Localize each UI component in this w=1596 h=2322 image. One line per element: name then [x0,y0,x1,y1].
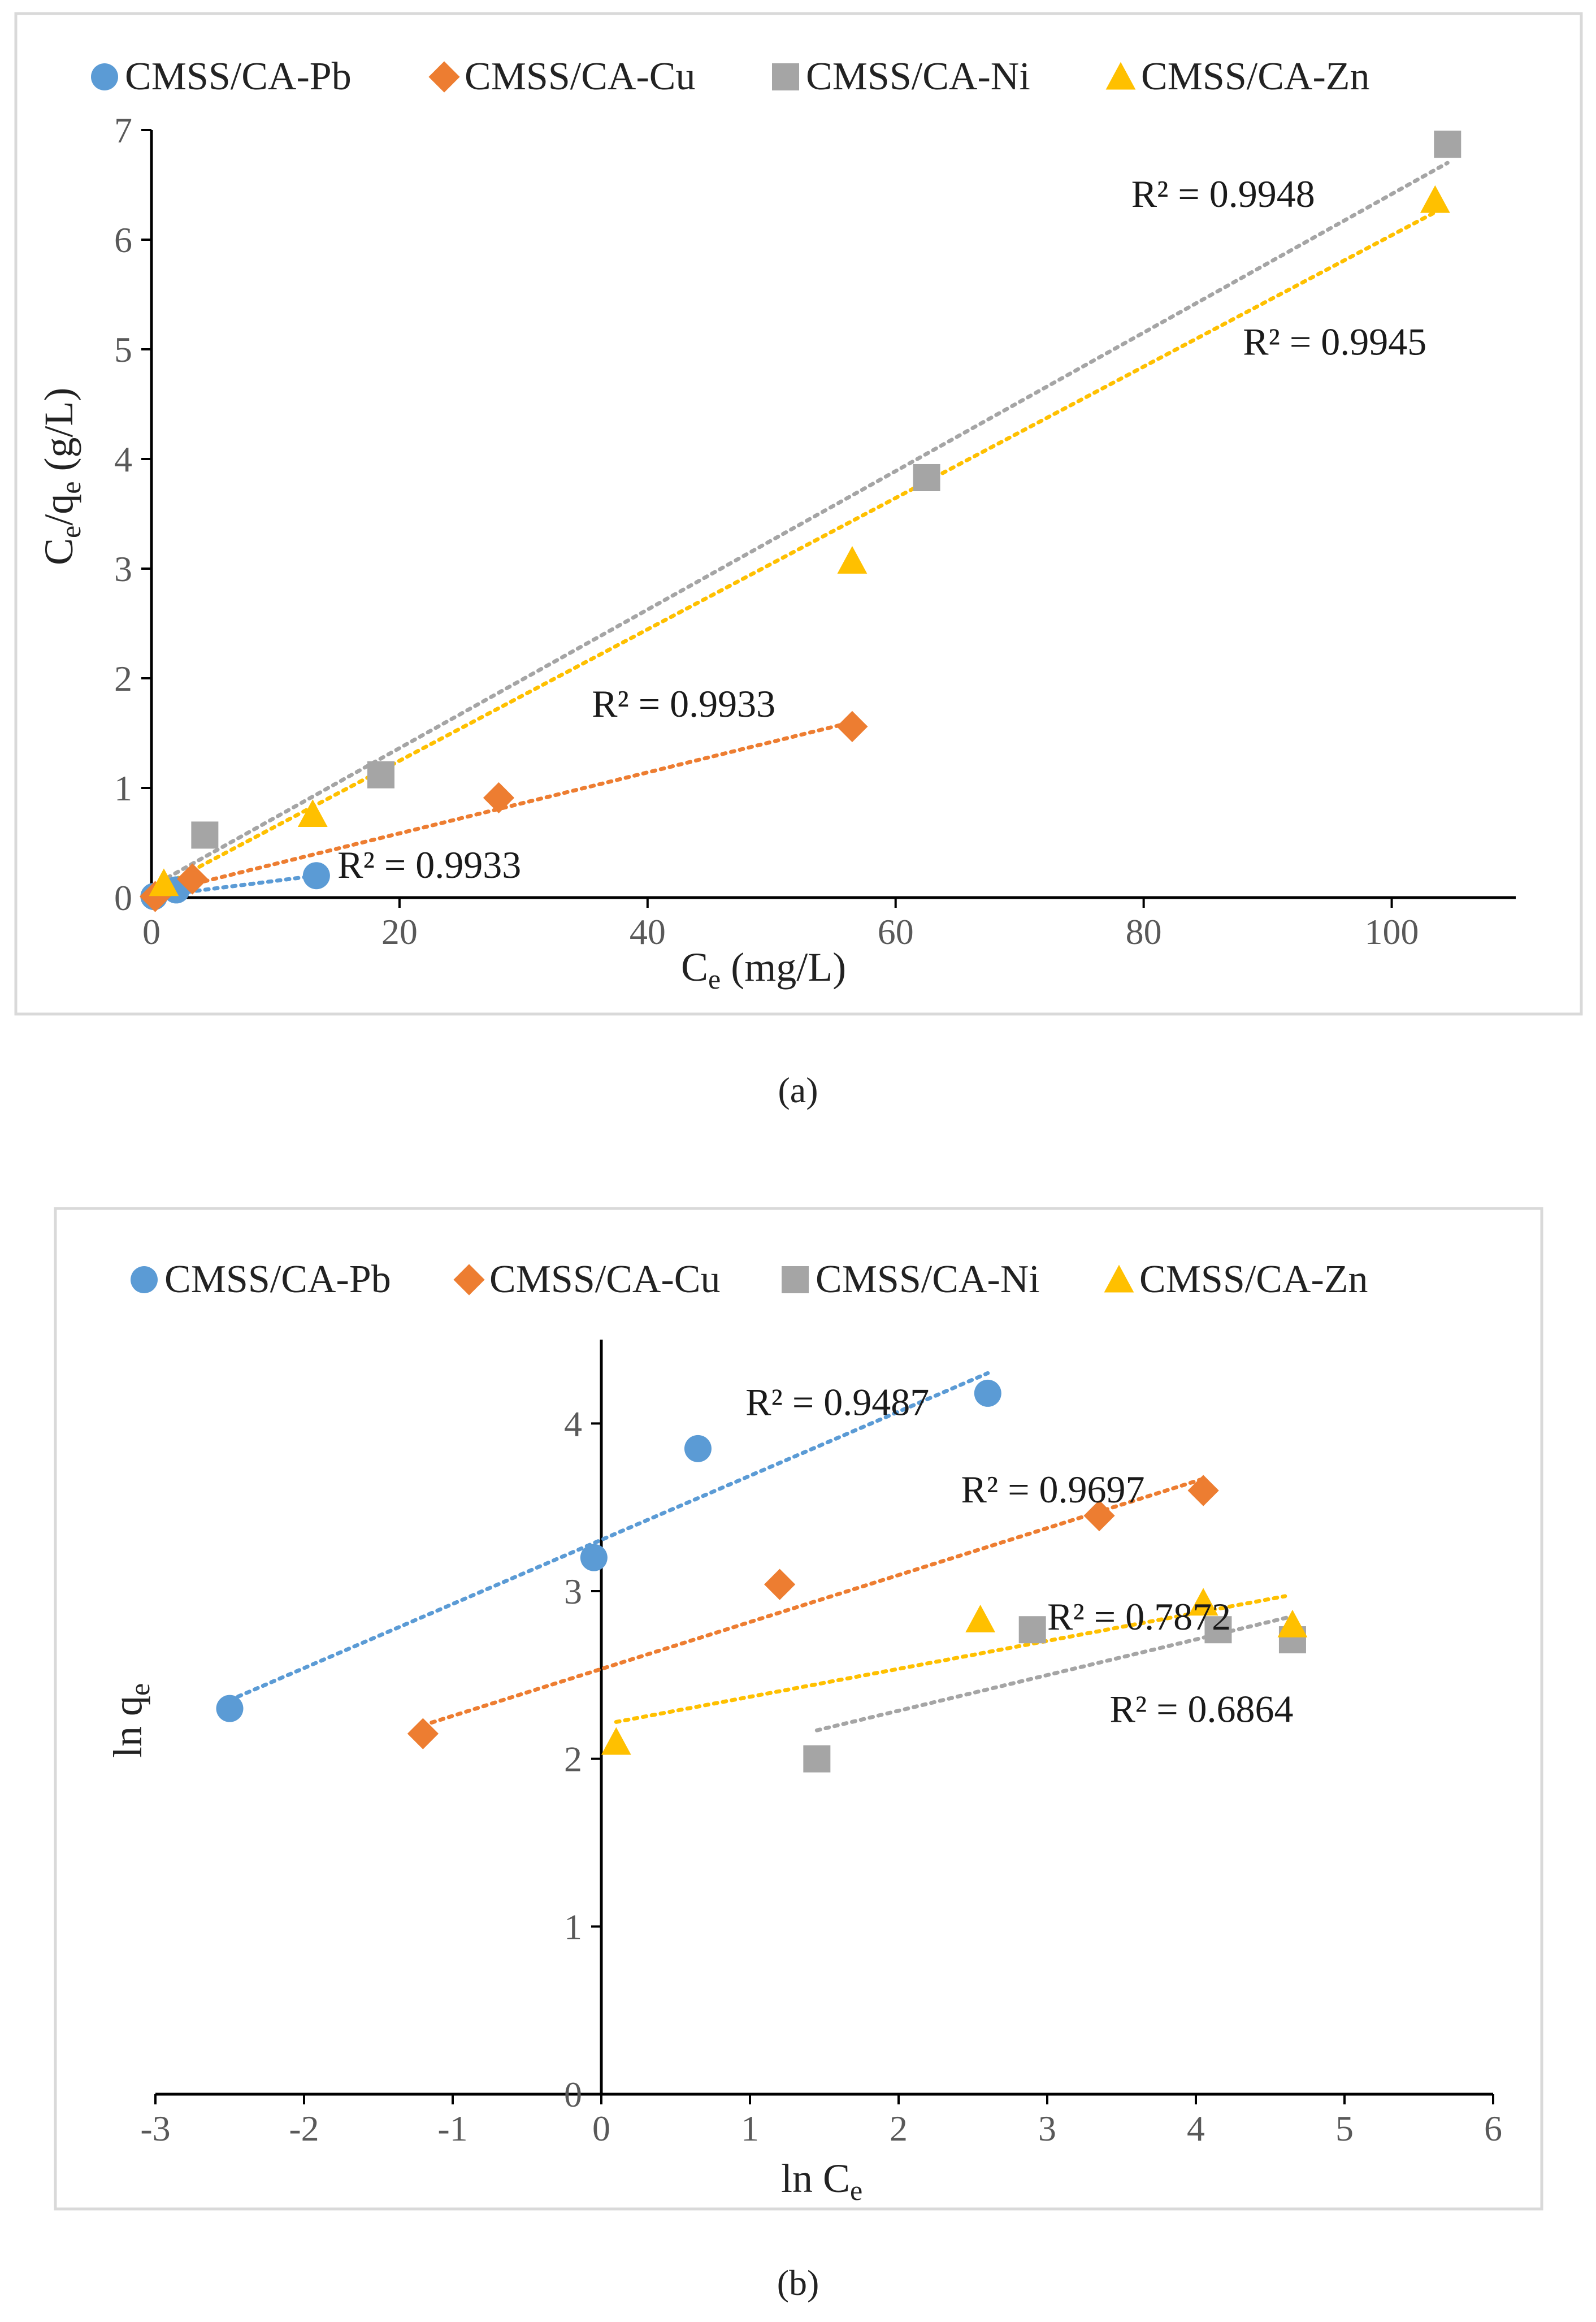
chart-a-r2-label: R² = 0.9945 [1243,320,1426,363]
chart-b-x-axis-title: ln Ce [781,2156,862,2206]
chart-b-point-triangle [1277,1609,1308,1637]
chart-a-point-diamond [483,782,515,814]
chart-b-point-square [1018,1616,1046,1644]
chart-a-legend-label: CMSS/CA-Cu [465,55,695,98]
chart-b-point-diamond [764,1569,796,1600]
chart-a-legend-label: CMSS/CA-Zn [1141,55,1370,98]
chart-b-x-tick-label: -1 [437,2108,467,2148]
chart-a: 0 20 40 60 80 100 0 1 2 3 4 5 6 7 CMSS/CA-Pb CMSS/CA-Cu… [36,55,1516,995]
chart-b-r2-label: R² = 0.6864 [1109,1687,1293,1730]
chart-a-legend-marker-circle [91,63,118,90]
chart-a-trendline [149,210,1437,894]
chart-a-point-square [913,463,940,491]
chart-b-legend-label: CMSS/CA-Cu [489,1258,720,1301]
chart-b-r2-label: R² = 0.9697 [961,1468,1144,1511]
chart-a-point-triangle [837,546,868,574]
chart-a-point-triangle [149,868,179,896]
chart-b-r2-label: R² = 0.9487 [745,1381,929,1424]
chart-a-y-axis-title: Ce/qe (g/L) [36,388,86,565]
chart-a-y-tick-label: 0 [114,878,132,918]
chart-a-x-tick-label: 80 [1126,912,1162,952]
chart-b-point-circle [974,1379,1001,1407]
chart-b-y-tick-label: 1 [564,1907,582,1947]
chart-b-x-tick-label: -3 [140,2108,170,2148]
chart-b-x-tick-label: 1 [741,2108,759,2148]
chart-a-x-axis-title: Ce (mg/L) [681,945,846,995]
chart-b-point-diamond [407,1718,439,1749]
chart-a-point-diamond [836,711,868,742]
chart-b-frame [54,1207,1543,2211]
chart-b-x-tick-label: 0 [592,2108,610,2148]
chart-b-trendline [614,1594,1287,1724]
chart-b-y-axis-title: ln qe [105,1683,155,1758]
chart-a-y-tick-label: 1 [114,768,132,808]
chart-b-x-tick-label: 6 [1484,2108,1502,2148]
chart-b-x-tick-label: 2 [890,2108,908,2148]
chart-b-legend-marker-circle [131,1266,158,1293]
chart-b-point-triangle [1188,1588,1218,1616]
chart-b-point-circle [580,1544,608,1571]
chart-b-point-circle [684,1435,712,1462]
chart-a-r2-label: R² = 0.9948 [1131,172,1315,215]
chart-b-r2-label: R² = 0.7872 [1047,1595,1231,1638]
chart-a-point-triangle [297,799,328,827]
chart-b-point-triangle [601,1727,631,1755]
chart-a-r2-label: R² = 0.9933 [337,843,521,886]
chart-b-legend-marker-square [782,1266,809,1293]
chart-a-y-tick-label: 7 [114,110,132,150]
chart-a-legend-label: CMSS/CA-Ni [806,55,1030,98]
chart-b-y-tick-label: 3 [564,1571,582,1611]
chart-b-point-triangle [965,1605,996,1632]
chart-b-y-tick-label: 0 [564,2074,582,2115]
chart-a-point-diamond [176,863,209,895]
chart-a-r2-label: R² = 0.9933 [592,682,775,725]
chart-a-point-circle [302,862,330,890]
chart-a-y-tick-label: 6 [114,220,132,260]
chart-b-point-square [803,1745,831,1773]
panel-b-label: (b) [777,2263,819,2303]
chart-b-point-diamond [1083,1500,1115,1532]
chart-b-y-tick-label: 4 [564,1403,582,1444]
chart-a-legend-marker-diamond [428,61,460,93]
chart-a-x-tick-label: 0 [142,912,161,952]
chart-b-trendline [228,1371,990,1702]
chart-a-point-square [367,761,394,789]
chart-a-x-tick-label: 40 [630,912,666,952]
chart-a-point-square [191,821,219,849]
chart-a-y-tick-label: 4 [114,439,132,479]
chart-a-x-tick-label: 100 [1365,912,1419,952]
chart-b-trendline [420,1476,1205,1727]
chart-b-legend-label: CMSS/CA-Ni [816,1258,1040,1301]
chart-a-point-square [1434,131,1461,158]
chart-a-frame [14,12,1583,1016]
chart-a-point-triangle [1420,185,1450,213]
chart-b-point-circle [216,1695,244,1722]
chart-b: -3 -2 -1 0 1 2 3 4 5 6 0 1 2 3 4 CMSS/CA-Pb CMSS/CA-Cu CM… [105,1258,1502,2206]
chart-b-point-square [1204,1616,1232,1644]
chart-a-legend-marker-triangle [1105,62,1136,90]
chart-b-legend-label: CMSS/CA-Zn [1139,1258,1368,1301]
chart-a-x-tick-label: 20 [381,912,418,952]
chart-b-x-tick-label: 4 [1187,2108,1205,2148]
chart-b-point-diamond [1187,1475,1219,1506]
chart-a-y-tick-label: 2 [114,659,132,699]
chart-b-legend-label: CMSS/CA-Pb [164,1258,391,1301]
panel-a-label: (a) [778,1070,818,1110]
chart-a-legend-marker-square [772,63,799,90]
chart-b-x-tick-label: -2 [289,2108,319,2148]
chart-a-x-tick-label: 60 [878,912,914,952]
chart-b-x-tick-label: 5 [1335,2108,1354,2148]
chart-a-legend-label: CMSS/CA-Pb [125,55,352,98]
chart-a-y-tick-label: 3 [114,549,132,589]
chart-b-legend-marker-diamond [453,1264,485,1296]
chart-b-legend-marker-triangle [1104,1264,1134,1293]
chart-b-x-tick-label: 3 [1038,2108,1056,2148]
chart-b-y-tick-label: 2 [564,1739,582,1779]
chart-a-y-tick-label: 5 [114,330,132,370]
